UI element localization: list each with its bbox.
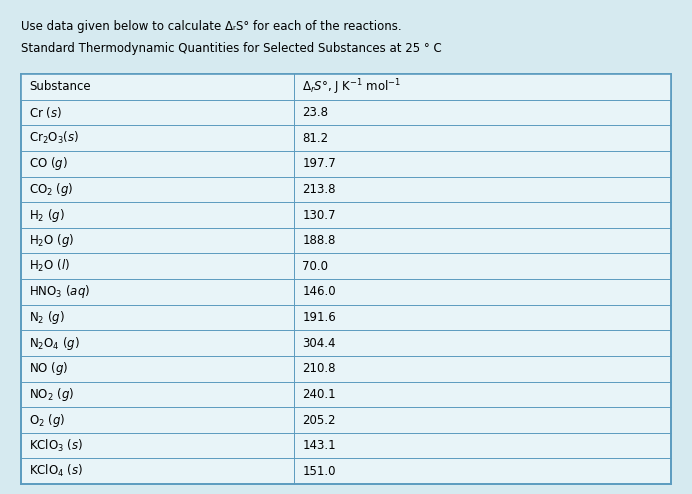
- Text: Substance: Substance: [29, 81, 91, 93]
- Text: 81.2: 81.2: [302, 132, 329, 145]
- Text: Use data given below to calculate ΔᵣS° for each of the reactions.: Use data given below to calculate ΔᵣS° f…: [21, 20, 401, 33]
- Text: 197.7: 197.7: [302, 157, 336, 170]
- Text: 240.1: 240.1: [302, 388, 336, 401]
- Text: H$_2$ $(g)$: H$_2$ $(g)$: [29, 206, 65, 224]
- Text: 151.0: 151.0: [302, 465, 336, 478]
- Text: NO $(g)$: NO $(g)$: [29, 360, 69, 377]
- Text: N$_2$ $(g)$: N$_2$ $(g)$: [29, 309, 65, 326]
- Text: H$_2$O $(\it{l})$: H$_2$O $(\it{l})$: [29, 258, 70, 274]
- FancyBboxPatch shape: [21, 74, 671, 484]
- Text: CO$_2$ $(g)$: CO$_2$ $(g)$: [29, 181, 73, 198]
- Text: NO$_2$ $(g)$: NO$_2$ $(g)$: [29, 386, 74, 403]
- Text: 213.8: 213.8: [302, 183, 336, 196]
- Text: 146.0: 146.0: [302, 286, 336, 298]
- Text: HNO$_3$ $(aq)$: HNO$_3$ $(aq)$: [29, 284, 90, 300]
- Text: CO $(g)$: CO $(g)$: [29, 155, 68, 172]
- Text: H$_2$O $(g)$: H$_2$O $(g)$: [29, 232, 74, 249]
- Text: 205.2: 205.2: [302, 413, 336, 426]
- Text: 130.7: 130.7: [302, 208, 336, 221]
- Text: KClO$_3$ $(s)$: KClO$_3$ $(s)$: [29, 438, 83, 453]
- Text: Cr$_2$O$_3$$(s)$: Cr$_2$O$_3$$(s)$: [29, 130, 79, 146]
- FancyBboxPatch shape: [21, 74, 671, 100]
- Text: 210.8: 210.8: [302, 362, 336, 375]
- Text: $\Delta_r S°$, J K$^{-1}$ mol$^{-1}$: $\Delta_r S°$, J K$^{-1}$ mol$^{-1}$: [302, 77, 401, 97]
- Text: Cr $(s)$: Cr $(s)$: [29, 105, 62, 120]
- Text: 23.8: 23.8: [302, 106, 328, 119]
- Text: 191.6: 191.6: [302, 311, 336, 324]
- Text: Standard Thermodynamic Quantities for Selected Substances at 25 ° C: Standard Thermodynamic Quantities for Se…: [21, 42, 441, 55]
- Text: N$_2$O$_4$ $(g)$: N$_2$O$_4$ $(g)$: [29, 334, 80, 352]
- Text: 188.8: 188.8: [302, 234, 336, 247]
- Text: 143.1: 143.1: [302, 439, 336, 452]
- Text: 70.0: 70.0: [302, 260, 328, 273]
- Text: O$_2$ $(g)$: O$_2$ $(g)$: [29, 412, 66, 429]
- Text: KClO$_4$ $(s)$: KClO$_4$ $(s)$: [29, 463, 83, 479]
- Text: 304.4: 304.4: [302, 337, 336, 350]
